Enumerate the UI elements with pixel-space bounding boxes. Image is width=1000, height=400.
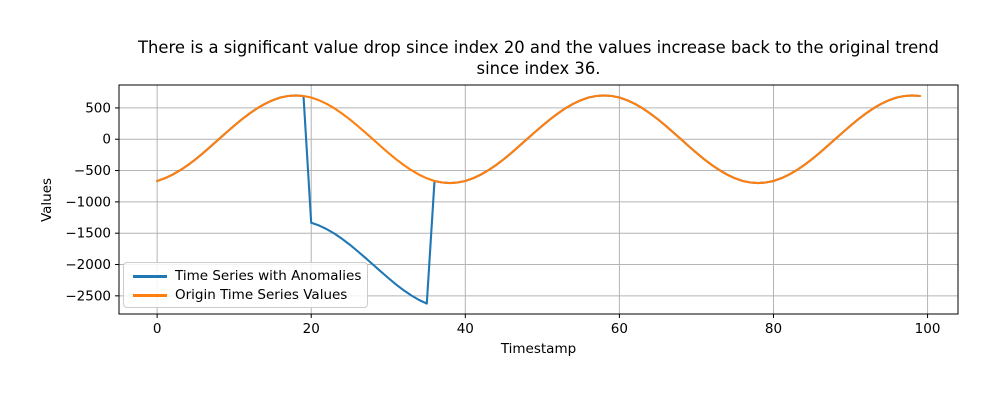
y-tick-label: −1500 bbox=[65, 226, 111, 242]
y-tick-label: 0 bbox=[102, 132, 111, 148]
y-tick-label: −2000 bbox=[65, 257, 111, 273]
chart-title: There is a significant value drop since … bbox=[119, 37, 958, 79]
legend-item-origin: Origin Time Series Values bbox=[133, 286, 358, 305]
series-line-origin-time-series-values bbox=[156, 94, 921, 185]
y-tick-label: −1000 bbox=[65, 194, 111, 210]
legend-line-sample-origin bbox=[133, 294, 167, 297]
x-tick-label: 80 bbox=[765, 321, 782, 337]
x-tick-label: 0 bbox=[153, 321, 162, 337]
chart-title-line-2: since index 36. bbox=[476, 59, 601, 78]
y-tick-label: 500 bbox=[85, 100, 111, 116]
x-tick-label: 40 bbox=[457, 321, 474, 337]
x-tick-label: 60 bbox=[611, 321, 628, 337]
y-tick-label: −500 bbox=[74, 163, 111, 179]
x-tick-label: 100 bbox=[915, 321, 941, 337]
x-tick-label: 20 bbox=[303, 321, 320, 337]
legend-label-anomalies: Time Series with Anomalies bbox=[175, 268, 362, 284]
y-tick-label: −2500 bbox=[65, 288, 111, 304]
plot-border bbox=[118, 84, 959, 315]
legend-line-sample-anomalies bbox=[133, 275, 167, 278]
legend: Time Series with Anomalies Origin Time S… bbox=[123, 262, 368, 308]
x-axis-label: Timestamp bbox=[500, 341, 577, 357]
legend-label-origin: Origin Time Series Values bbox=[175, 287, 348, 303]
legend-item-anomalies: Time Series with Anomalies bbox=[133, 267, 362, 286]
chart-title-line-1: There is a significant value drop since … bbox=[138, 38, 939, 57]
y-axis-label: Values bbox=[39, 177, 55, 223]
